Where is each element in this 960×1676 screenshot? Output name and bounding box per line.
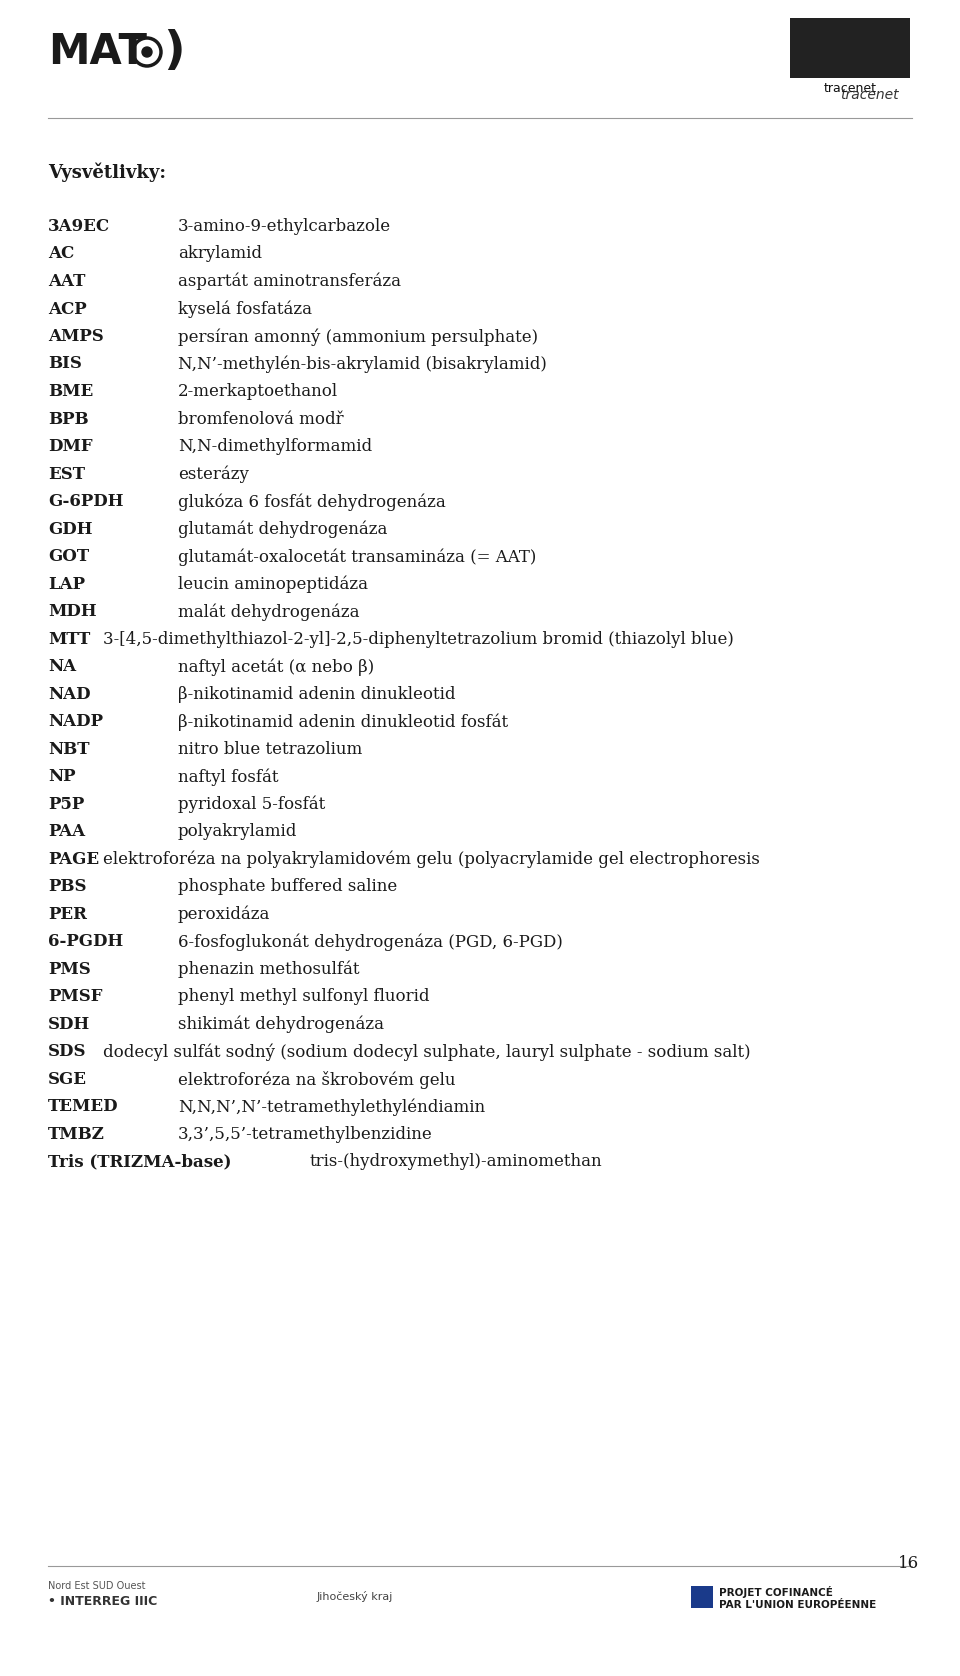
Text: 6-PGDH: 6-PGDH	[48, 934, 123, 950]
Text: TMBZ: TMBZ	[48, 1126, 105, 1143]
FancyBboxPatch shape	[691, 1585, 713, 1607]
Text: NADP: NADP	[48, 712, 103, 731]
Text: N,N-dimethylformamid: N,N-dimethylformamid	[178, 437, 372, 454]
Text: elektroforéza na škrobovém gelu: elektroforéza na škrobovém gelu	[178, 1071, 455, 1088]
Text: naftyl acetát (α nebo β): naftyl acetát (α nebo β)	[178, 659, 374, 675]
Text: N,N,N’,N’-tetramethylethyléndiamin: N,N,N’,N’-tetramethylethyléndiamin	[178, 1098, 485, 1116]
Text: PMS: PMS	[48, 960, 91, 977]
Text: glutamát dehydrogenáza: glutamát dehydrogenáza	[178, 521, 388, 538]
Text: AMPS: AMPS	[48, 328, 104, 345]
Text: shikimát dehydrogenáza: shikimát dehydrogenáza	[178, 1016, 384, 1032]
Text: ACP: ACP	[48, 300, 86, 317]
Text: N,N’-methylén-bis-akrylamid (bisakrylamid): N,N’-methylén-bis-akrylamid (bisakrylami…	[178, 355, 547, 374]
Text: 3A9EC: 3A9EC	[48, 218, 110, 235]
Text: P5P: P5P	[48, 796, 84, 813]
Text: SGE: SGE	[48, 1071, 87, 1088]
Text: PAA: PAA	[48, 823, 85, 840]
Text: kyselá fosfatáza: kyselá fosfatáza	[178, 300, 312, 318]
Circle shape	[142, 47, 152, 57]
Text: PBS: PBS	[48, 878, 86, 895]
Text: LAP: LAP	[48, 575, 85, 593]
Text: 2-merkaptoethanol: 2-merkaptoethanol	[178, 384, 338, 401]
Text: nitro blue tetrazolium: nitro blue tetrazolium	[178, 741, 362, 758]
Text: PROJET COFINANCÉ
PAR L'UNION EUROPÉENNE: PROJET COFINANCÉ PAR L'UNION EUROPÉENNE	[719, 1585, 876, 1609]
Text: NA: NA	[48, 659, 76, 675]
Text: phenazin methosulfát: phenazin methosulfát	[178, 960, 359, 979]
Text: Nord Est SUD Ouest: Nord Est SUD Ouest	[48, 1580, 146, 1591]
Text: 6-fosfoglukonát dehydrogenáza (PGD, 6-PGD): 6-fosfoglukonát dehydrogenáza (PGD, 6-PG…	[178, 934, 563, 950]
Text: SDS: SDS	[48, 1042, 86, 1059]
Text: tracenet: tracenet	[840, 89, 899, 102]
Text: TEMED: TEMED	[48, 1098, 119, 1115]
Text: DMF: DMF	[48, 437, 92, 454]
Text: ): )	[163, 30, 184, 74]
FancyBboxPatch shape	[790, 18, 910, 79]
Text: 16: 16	[898, 1555, 919, 1572]
Text: β-nikotinamid adenin dinukleotid: β-nikotinamid adenin dinukleotid	[178, 685, 455, 702]
Text: dodecyl sulfát sodný (sodium dodecyl sulphate, lauryl sulphate - sodium salt): dodecyl sulfát sodný (sodium dodecyl sul…	[103, 1042, 751, 1061]
Text: naftyl fosfát: naftyl fosfát	[178, 768, 278, 786]
Text: Vysvětlivky:: Vysvětlivky:	[48, 163, 166, 181]
Text: persíran amonný (ammonium persulphate): persíran amonný (ammonium persulphate)	[178, 328, 539, 345]
Text: Tris (TRIZMA-base): Tris (TRIZMA-base)	[48, 1153, 231, 1170]
Text: MAT: MAT	[48, 30, 147, 74]
Text: akrylamid: akrylamid	[178, 245, 262, 263]
Text: AC: AC	[48, 245, 74, 263]
Text: phenyl methyl sulfonyl fluorid: phenyl methyl sulfonyl fluorid	[178, 987, 429, 1006]
Text: 3,3’,5,5’-tetramethylbenzidine: 3,3’,5,5’-tetramethylbenzidine	[178, 1126, 433, 1143]
Text: BPB: BPB	[48, 411, 88, 427]
Text: PER: PER	[48, 905, 86, 922]
Text: SDH: SDH	[48, 1016, 90, 1032]
Text: tris-(hydroxymethyl)-aminomethan: tris-(hydroxymethyl)-aminomethan	[310, 1153, 603, 1170]
Text: G-6PDH: G-6PDH	[48, 493, 124, 510]
Text: leucin aminopeptidáza: leucin aminopeptidáza	[178, 575, 368, 593]
Text: BIS: BIS	[48, 355, 82, 372]
Text: BME: BME	[48, 384, 93, 401]
Text: NP: NP	[48, 768, 76, 784]
Text: MDH: MDH	[48, 603, 97, 620]
Text: elektroforéza na polyakrylamidovém gelu (polyacrylamide gel electrophoresis: elektroforéza na polyakrylamidovém gelu …	[103, 850, 760, 868]
Text: phosphate buffered saline: phosphate buffered saline	[178, 878, 397, 895]
Text: malát dehydrogenáza: malát dehydrogenáza	[178, 603, 359, 620]
Text: esterázy: esterázy	[178, 466, 249, 483]
Text: tracenet: tracenet	[824, 82, 876, 94]
Text: Jihočeský kraj: Jihočeský kraj	[317, 1591, 394, 1602]
Text: polyakrylamid: polyakrylamid	[178, 823, 298, 840]
Text: NAD: NAD	[48, 685, 90, 702]
Text: GDH: GDH	[48, 521, 92, 538]
Text: GOT: GOT	[48, 548, 89, 565]
Text: peroxidáza: peroxidáza	[178, 905, 271, 923]
Text: NBT: NBT	[48, 741, 89, 758]
Text: 3-amino-9-ethylcarbazole: 3-amino-9-ethylcarbazole	[178, 218, 391, 235]
Text: β-nikotinamid adenin dinukleotid fosfát: β-nikotinamid adenin dinukleotid fosfát	[178, 712, 508, 731]
Text: aspartát aminotransferáza: aspartát aminotransferáza	[178, 273, 401, 290]
Text: 3-[4,5-dimethylthiazol-2-yl]-2,5-diphenyltetrazolium bromid (thiazolyl blue): 3-[4,5-dimethylthiazol-2-yl]-2,5-dipheny…	[103, 630, 733, 647]
Text: PAGE: PAGE	[48, 850, 99, 868]
Text: glukóza 6 fosfát dehydrogenáza: glukóza 6 fosfát dehydrogenáza	[178, 493, 445, 511]
Text: EST: EST	[48, 466, 85, 483]
Text: PMSF: PMSF	[48, 987, 103, 1006]
Text: pyridoxal 5-fosfát: pyridoxal 5-fosfát	[178, 796, 325, 813]
Text: • INTERREG IIIC: • INTERREG IIIC	[48, 1596, 157, 1607]
Text: MTT: MTT	[48, 630, 90, 647]
Text: AAT: AAT	[48, 273, 85, 290]
Text: bromfenolová modř: bromfenolová modř	[178, 411, 344, 427]
Text: glutamát-oxalocetát transamináza (= AAT): glutamát-oxalocetát transamináza (= AAT)	[178, 548, 537, 565]
